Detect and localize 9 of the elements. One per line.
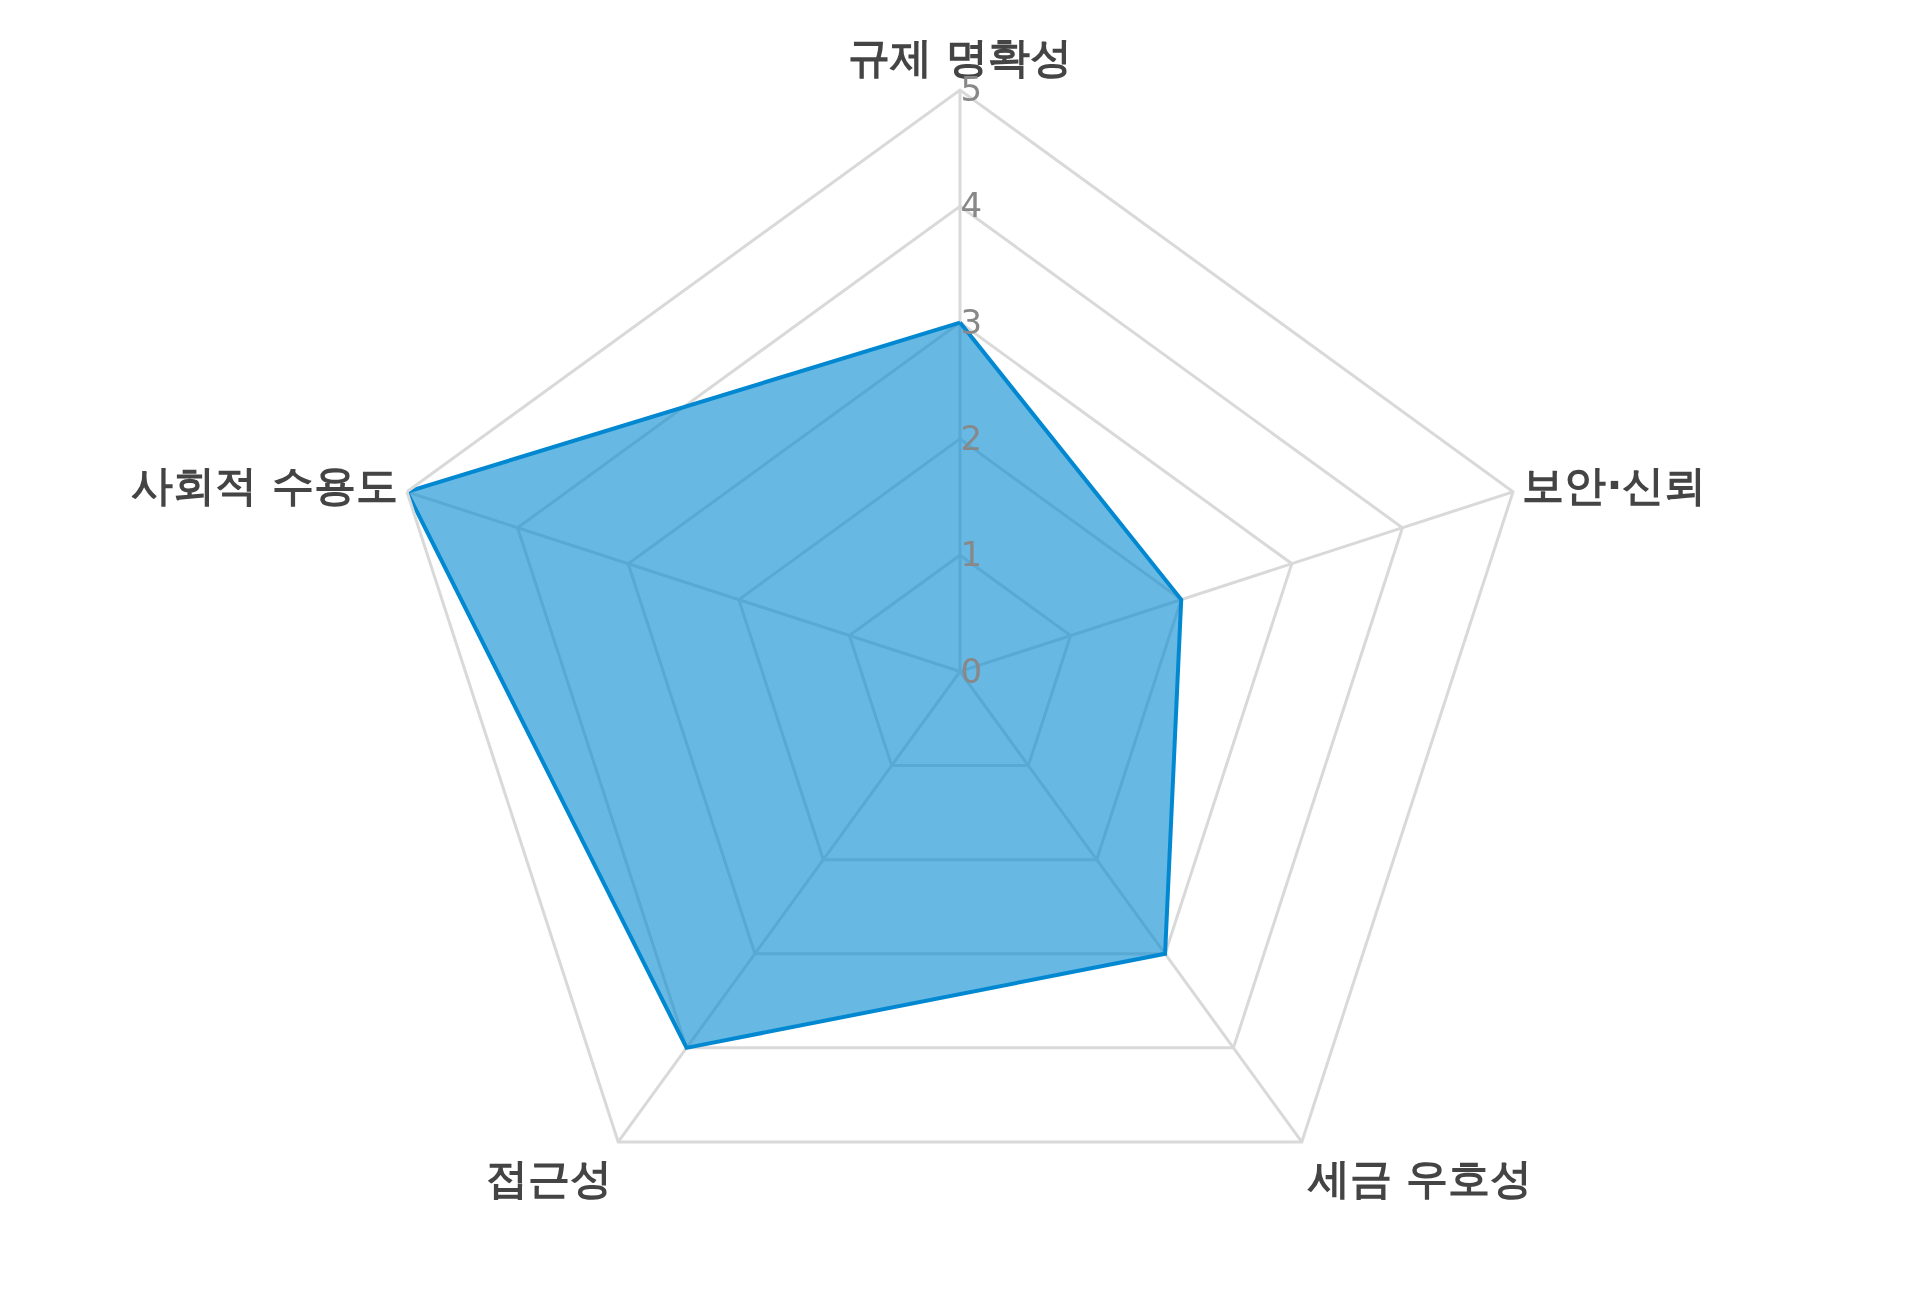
- spoke-label: 세금 우호성: [1306, 1153, 1533, 1203]
- spoke-label: 접근성: [486, 1153, 613, 1203]
- y-tick-label: 4: [960, 185, 983, 226]
- spoke-label: 보안·신뢰: [1522, 461, 1707, 511]
- spoke-label: 사회적 수용도: [130, 461, 398, 511]
- y-tick-label: 3: [960, 301, 983, 342]
- y-tick-label: 0: [960, 650, 983, 691]
- y-tick-label: 1: [960, 534, 983, 575]
- y-tick-label: 2: [960, 417, 983, 458]
